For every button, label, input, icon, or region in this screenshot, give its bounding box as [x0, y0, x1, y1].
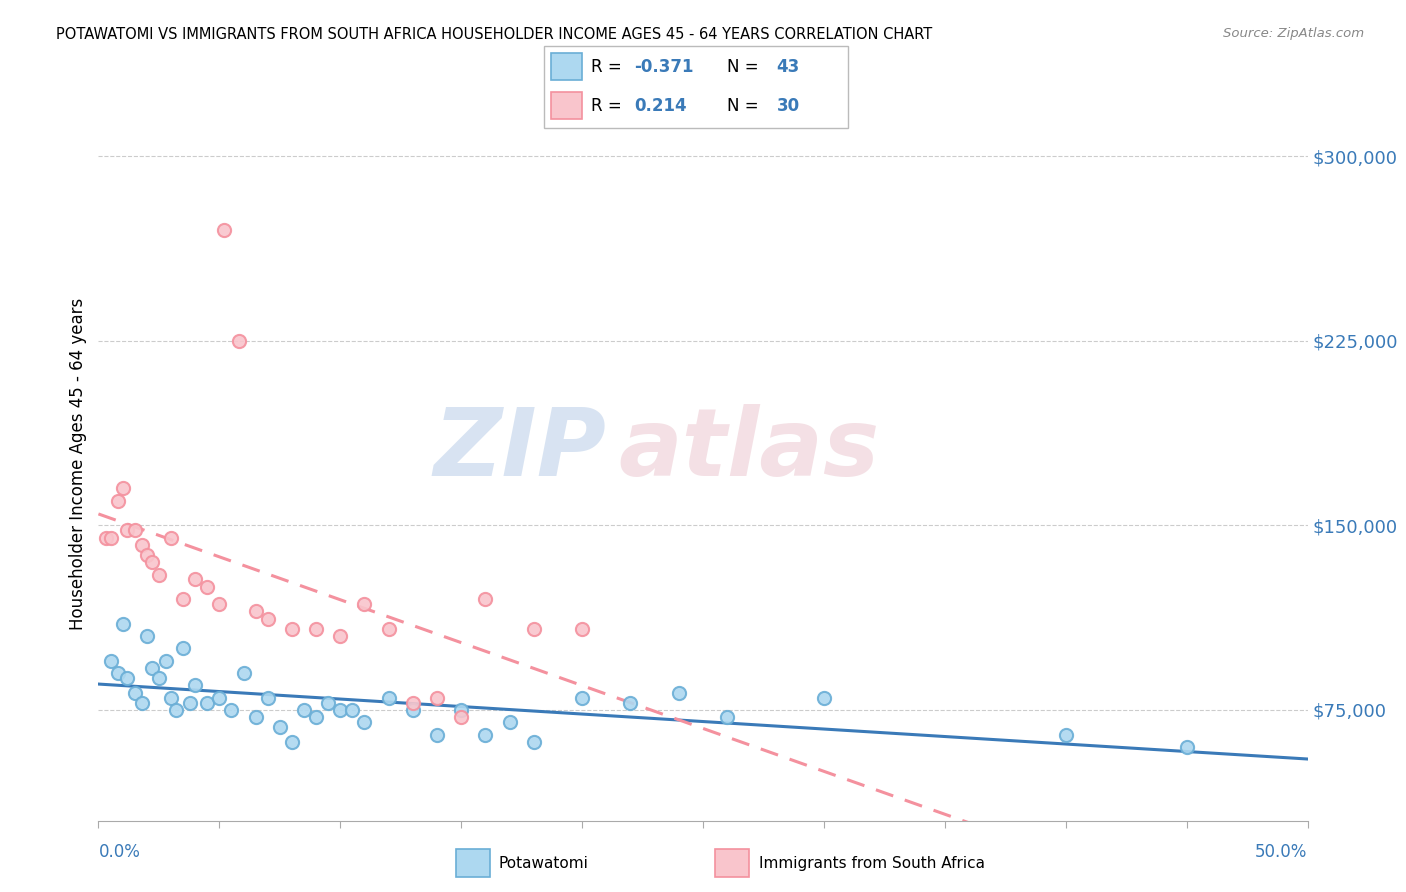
Point: [172, 592, 194, 607]
Text: 0.214: 0.214: [634, 96, 686, 114]
Point: [141, 661, 163, 675]
Point: [232, 665, 254, 680]
Bar: [551, 92, 582, 120]
Point: [245, 710, 267, 724]
Point: [813, 690, 835, 705]
Point: [329, 703, 352, 717]
Point: [228, 334, 250, 348]
Y-axis label: Householder Income Ages 45 - 64 years: Householder Income Ages 45 - 64 years: [69, 298, 87, 630]
Point: [195, 696, 218, 710]
Point: [256, 690, 278, 705]
Point: [256, 612, 278, 626]
Bar: [456, 849, 489, 877]
Point: [135, 548, 157, 562]
Point: [523, 622, 546, 636]
Point: [208, 690, 231, 705]
Point: [212, 223, 235, 237]
Point: [148, 671, 170, 685]
Text: Immigrants from South Africa: Immigrants from South Africa: [759, 855, 984, 871]
Point: [426, 690, 449, 705]
Point: [124, 523, 146, 537]
Point: [668, 686, 690, 700]
Text: N =: N =: [727, 58, 763, 76]
Point: [100, 531, 122, 545]
Point: [450, 710, 472, 724]
Point: [474, 727, 496, 741]
Point: [94, 531, 117, 545]
Point: [1175, 739, 1198, 754]
Point: [131, 696, 153, 710]
Point: [353, 715, 375, 730]
Point: [111, 616, 134, 631]
Point: [111, 482, 134, 496]
Text: R =: R =: [591, 58, 627, 76]
Point: [474, 592, 496, 607]
Point: [107, 665, 129, 680]
Point: [377, 622, 399, 636]
Point: [117, 671, 139, 685]
Point: [208, 597, 231, 611]
Text: 30: 30: [776, 96, 800, 114]
Point: [571, 690, 593, 705]
Point: [377, 690, 399, 705]
Text: 50.0%: 50.0%: [1256, 843, 1308, 861]
Text: N =: N =: [727, 96, 763, 114]
Text: 43: 43: [776, 58, 800, 76]
Point: [450, 703, 472, 717]
Point: [155, 654, 177, 668]
Point: [523, 735, 546, 749]
Text: POTAWATOMI VS IMMIGRANTS FROM SOUTH AFRICA HOUSEHOLDER INCOME AGES 45 - 64 YEARS: POTAWATOMI VS IMMIGRANTS FROM SOUTH AFRI…: [56, 27, 932, 42]
Point: [184, 573, 207, 587]
Point: [184, 678, 207, 692]
Point: [221, 703, 243, 717]
Point: [100, 654, 122, 668]
Point: [135, 629, 157, 643]
Point: [571, 622, 593, 636]
Text: ZIP: ZIP: [433, 403, 606, 496]
Text: 0.0%: 0.0%: [98, 843, 141, 861]
Point: [117, 523, 139, 537]
Point: [1054, 727, 1077, 741]
Point: [305, 622, 328, 636]
Point: [107, 493, 129, 508]
Point: [402, 703, 425, 717]
Point: [498, 715, 520, 730]
Point: [402, 696, 425, 710]
Point: [179, 696, 201, 710]
Bar: [551, 54, 582, 80]
FancyBboxPatch shape: [544, 46, 848, 128]
Point: [160, 531, 183, 545]
Point: [619, 696, 641, 710]
Point: [353, 597, 375, 611]
Point: [245, 605, 267, 619]
Text: R =: R =: [591, 96, 627, 114]
Text: atlas: atlas: [619, 403, 880, 496]
Point: [281, 735, 304, 749]
Point: [165, 703, 187, 717]
Bar: [716, 849, 749, 877]
Point: [195, 580, 218, 594]
Point: [124, 686, 146, 700]
Point: [426, 727, 449, 741]
Point: [716, 710, 738, 724]
Text: Source: ZipAtlas.com: Source: ZipAtlas.com: [1223, 27, 1364, 40]
Point: [141, 555, 163, 569]
Text: Potawatomi: Potawatomi: [499, 855, 589, 871]
Point: [131, 538, 153, 552]
Point: [329, 629, 352, 643]
Point: [148, 567, 170, 582]
Point: [172, 641, 194, 656]
Point: [316, 696, 339, 710]
Point: [342, 703, 364, 717]
Point: [160, 690, 183, 705]
Point: [269, 720, 291, 734]
Point: [305, 710, 328, 724]
Text: -0.371: -0.371: [634, 58, 693, 76]
Point: [281, 622, 304, 636]
Point: [292, 703, 315, 717]
